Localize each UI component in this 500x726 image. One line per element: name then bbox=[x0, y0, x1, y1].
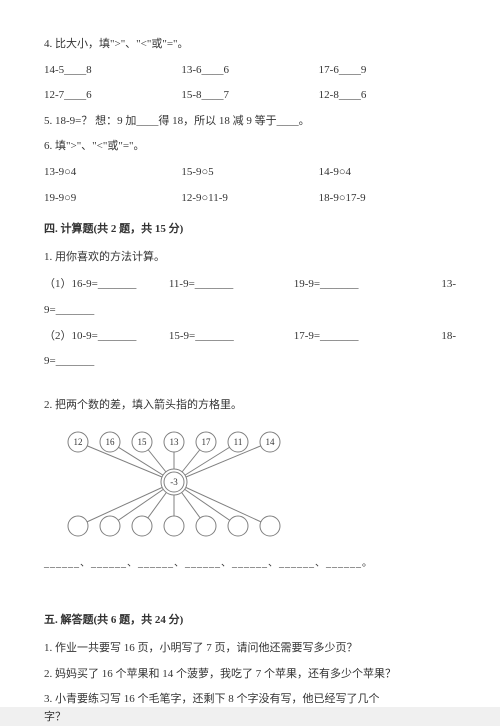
section5-head: 五. 解答题(共 6 题，共 24 分) bbox=[44, 612, 456, 630]
s4-q1-row2: （2）10-9=_______ 15-9=_______ 17-9=______… bbox=[44, 328, 456, 346]
svg-text:15: 15 bbox=[138, 437, 148, 447]
q6-row1: 13-9○4 15-9○5 14-9○4 bbox=[44, 164, 456, 182]
q4-r2-a: 12-7____6 bbox=[44, 87, 181, 105]
s4-q1-r1-c: 19-9=_______ bbox=[294, 276, 419, 294]
svg-text:14: 14 bbox=[266, 437, 276, 447]
q6-r2-a: 19-9○9 bbox=[44, 190, 181, 208]
q6-r1-b: 15-9○5 bbox=[181, 164, 318, 182]
svg-text:16: 16 bbox=[106, 437, 116, 447]
q6-r1-a: 13-9○4 bbox=[44, 164, 181, 182]
q4-r1-c: 17-6____9 bbox=[319, 62, 456, 80]
q4-r2-c: 12-8____6 bbox=[319, 87, 456, 105]
s4-q1-title: 1. 用你喜欢的方法计算。 bbox=[44, 249, 456, 267]
q4-title: 4. 比大小，填">"、"<"或"="。 bbox=[44, 36, 456, 54]
s5-q2: 2. 妈妈买了 16 个苹果和 14 个菠萝，我吃了 7 个苹果，还有多少个苹果… bbox=[44, 666, 456, 684]
q6-title: 6. 填">"、"<"或"="。 bbox=[44, 138, 456, 156]
s4-q2-answers: ______、______、______、______、______、_____… bbox=[44, 556, 456, 572]
s4-q1-r1-a: （1）16-9=_______ bbox=[44, 276, 169, 294]
q6-r2-b: 12-9○11-9 bbox=[181, 190, 318, 208]
q6-r1-c: 14-9○4 bbox=[319, 164, 456, 182]
s4-q1-r2-c: 17-9=_______ bbox=[294, 328, 419, 346]
worksheet-page: 4. 比大小，填">"、"<"或"="。 14-5____8 13-6____6… bbox=[0, 0, 500, 707]
section4-head: 四. 计算题(共 2 题，共 15 分) bbox=[44, 221, 456, 239]
q6-row2: 19-9○9 12-9○11-9 18-9○17-9 bbox=[44, 190, 456, 208]
svg-text:-3: -3 bbox=[170, 477, 178, 487]
q6-r2-c: 18-9○17-9 bbox=[319, 190, 456, 208]
q4-row2: 12-7____6 15-8____7 12-8____6 bbox=[44, 87, 456, 105]
s5-q3a: 3. 小青要练习写 16 个毛笔字，还剩下 8 个字没有写，他已经写了几个 bbox=[44, 691, 456, 709]
svg-text:13: 13 bbox=[170, 437, 180, 447]
s5-q3b: 字？ bbox=[44, 709, 456, 726]
svg-text:17: 17 bbox=[202, 437, 212, 447]
diagram-svg: 12 16 15 13 17 11 14 -3 bbox=[44, 426, 304, 546]
s4-q2-title: 2. 把两个数的差，填入箭头指的方格里。 bbox=[44, 397, 456, 415]
q5-text: 5. 18-9=？ 想：9 加____得 18，所以 18 减 9 等于____… bbox=[44, 113, 456, 131]
q4-r2-b: 15-8____7 bbox=[181, 87, 318, 105]
s4-q1-r2-b: 15-9=_______ bbox=[169, 328, 294, 346]
q4-r1-a: 14-5____8 bbox=[44, 62, 181, 80]
s4-q1-r2b: 9=_______ bbox=[44, 353, 456, 371]
svg-text:11: 11 bbox=[234, 437, 243, 447]
s4-q1-r1b: 9=_______ bbox=[44, 302, 456, 320]
s4-q1-row1: （1）16-9=_______ 11-9=_______ 19-9=______… bbox=[44, 276, 456, 294]
q4-row1: 14-5____8 13-6____6 17-6____9 bbox=[44, 62, 456, 80]
s4-q1-r1-b: 11-9=_______ bbox=[169, 276, 294, 294]
s4-q1-r1-d: 13- bbox=[419, 276, 456, 294]
s5-q1: 1. 作业一共要写 16 页，小明写了 7 页，请问他还需要写多少页？ bbox=[44, 640, 456, 658]
svg-text:12: 12 bbox=[74, 437, 83, 447]
s4-q1-r2-d: 18- bbox=[419, 328, 456, 346]
difference-diagram: 12 16 15 13 17 11 14 -3 bbox=[44, 426, 456, 546]
q4-r1-b: 13-6____6 bbox=[181, 62, 318, 80]
s4-q1-r2-a: （2）10-9=_______ bbox=[44, 328, 169, 346]
